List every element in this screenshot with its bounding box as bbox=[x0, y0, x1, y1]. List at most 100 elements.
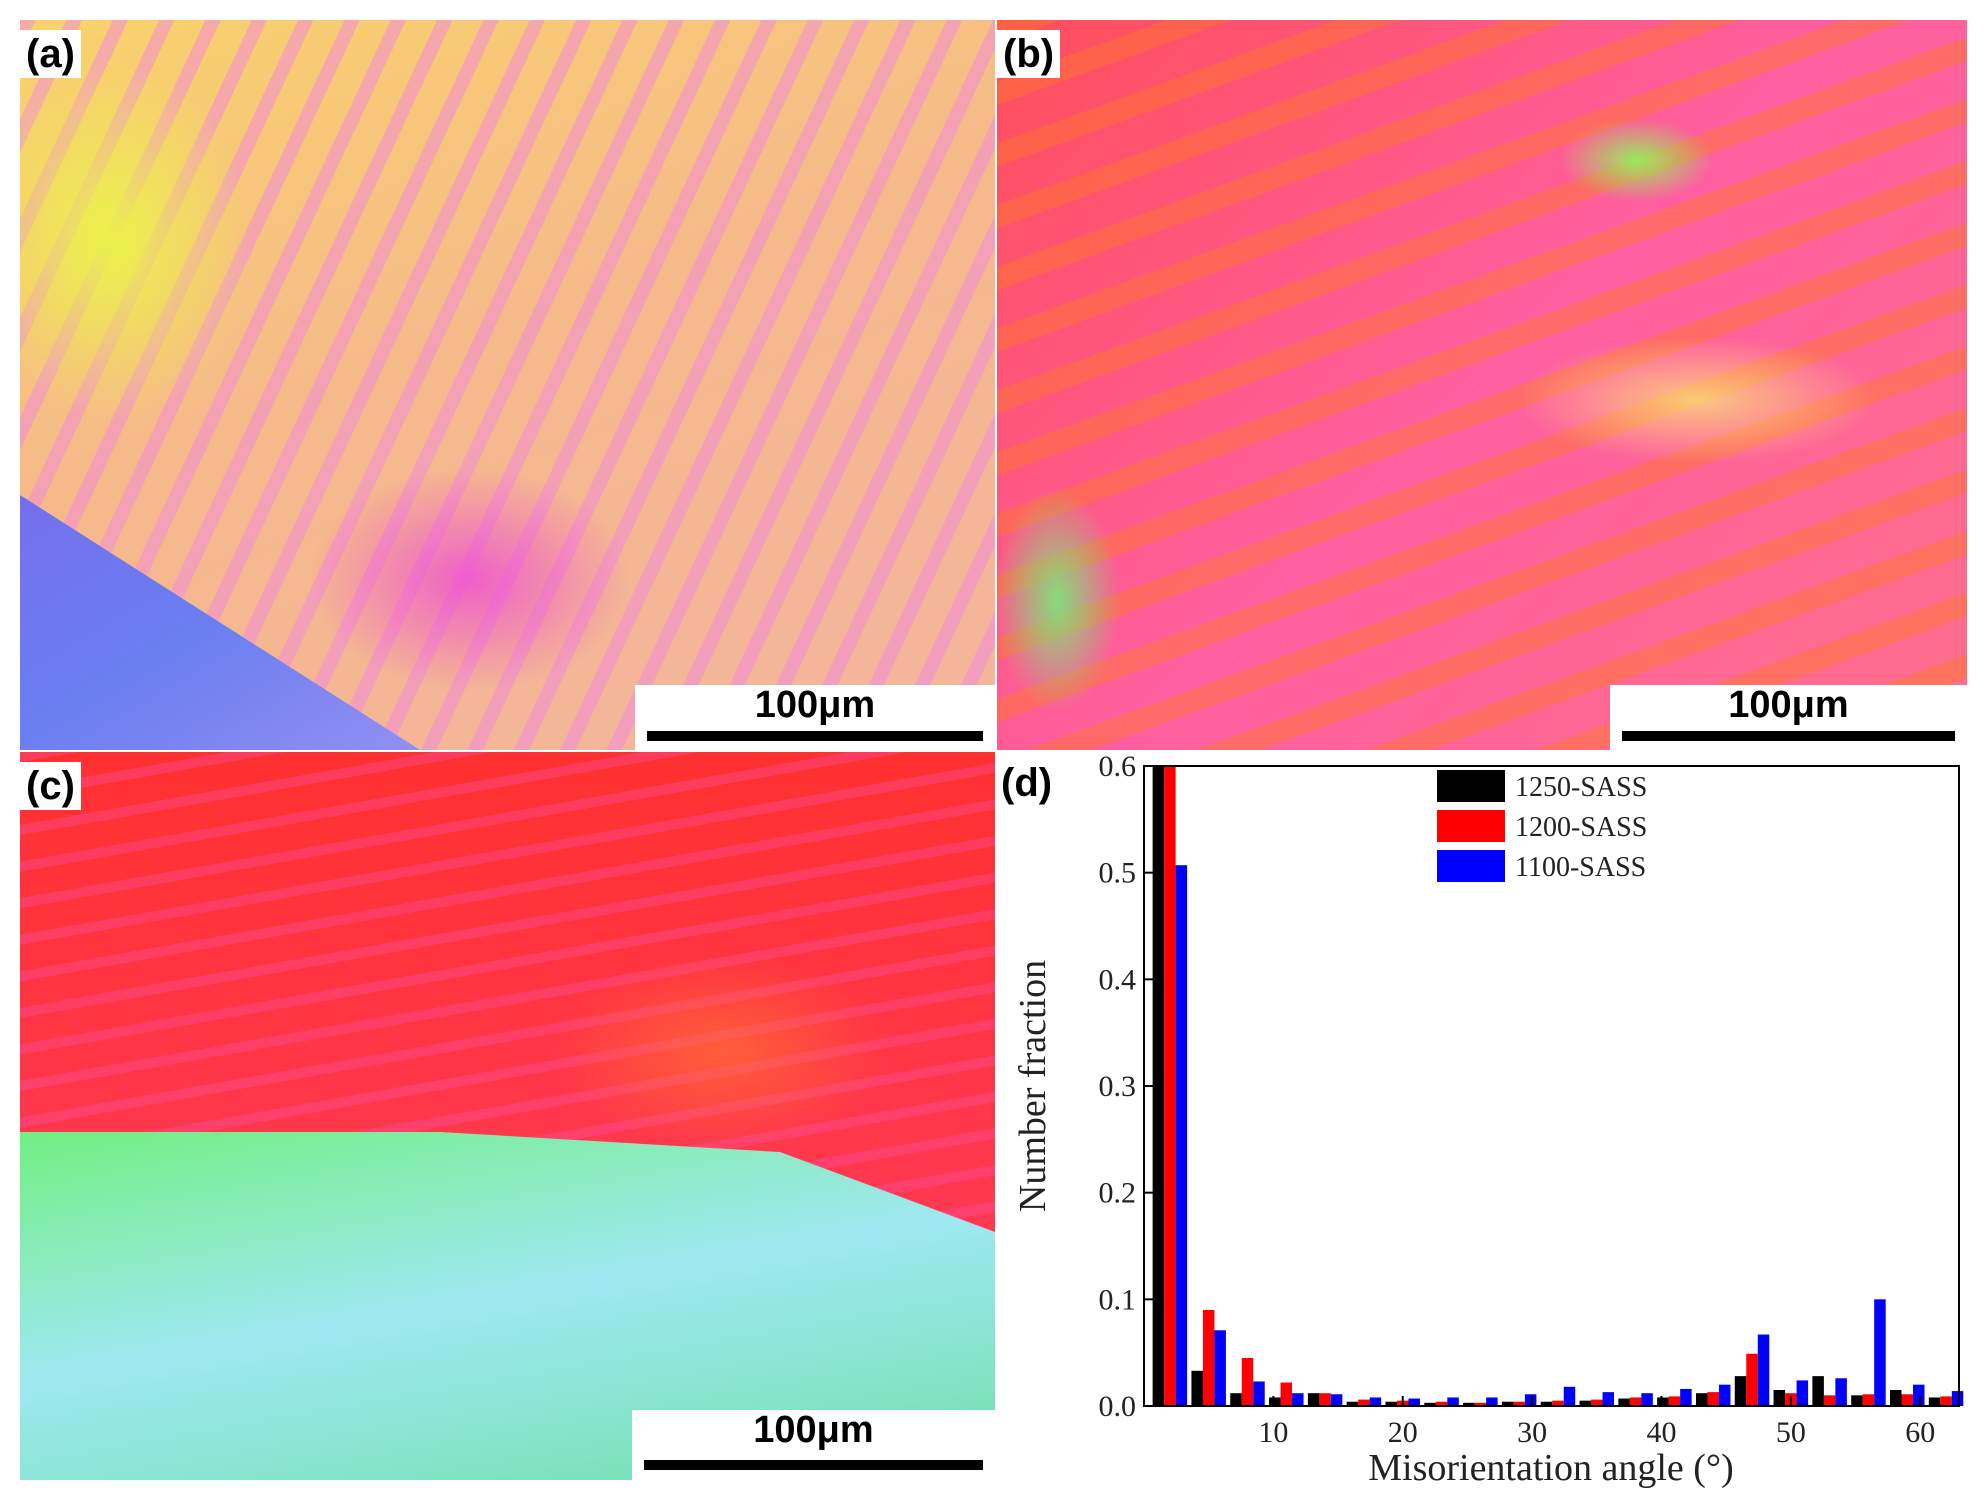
bar-1200-SASS-5 bbox=[1202, 1310, 1215, 1406]
y-tick-label-0.6: 0.6 bbox=[1099, 752, 1137, 783]
bar-1250-SASS-47 bbox=[1734, 1376, 1747, 1406]
scale-bar-c: 100μm bbox=[632, 1410, 995, 1480]
scale-bar-line-a bbox=[647, 731, 983, 741]
bar-1200-SASS-47 bbox=[1746, 1353, 1758, 1406]
bar-1100-SASS-47 bbox=[1757, 1334, 1770, 1406]
y-axis-label: Number fraction bbox=[1012, 960, 1054, 1212]
bar-1250-SASS-14 bbox=[1307, 1393, 1320, 1406]
panel-label-b: (b) bbox=[997, 30, 1061, 78]
bar-1200-SASS-53 bbox=[1823, 1395, 1836, 1406]
x-tick-label-10: 10 bbox=[1258, 1416, 1288, 1449]
bar-1100-SASS-5 bbox=[1214, 1330, 1226, 1406]
bar-1250-SASS-41 bbox=[1657, 1397, 1669, 1406]
legend-swatch-1200-SASS bbox=[1437, 810, 1505, 842]
bar-1100-SASS-17 bbox=[1369, 1397, 1382, 1406]
bar-1200-SASS-41 bbox=[1668, 1396, 1681, 1406]
bar-1100-SASS-44 bbox=[1718, 1384, 1731, 1406]
legend-swatch-1100-SASS bbox=[1437, 850, 1505, 882]
bar-1250-SASS-11 bbox=[1269, 1397, 1281, 1406]
legend-label-1200-SASS: 1200-SASS bbox=[1515, 812, 1647, 843]
x-axis-label: Misorientation angle (°) bbox=[1368, 1447, 1734, 1489]
scale-bar-b: 100μm bbox=[1610, 685, 1967, 750]
ebsd-map-c: (c) 100μm bbox=[20, 752, 995, 1480]
x-tick-label-50: 50 bbox=[1776, 1416, 1806, 1449]
y-tick-label-0.1: 0.1 bbox=[1099, 1283, 1137, 1316]
bar-1200-SASS-2 bbox=[1164, 766, 1176, 1406]
bar-1100-SASS-26 bbox=[1486, 1397, 1498, 1406]
bar-1100-SASS-2 bbox=[1175, 865, 1188, 1406]
bar-1100-SASS-35 bbox=[1602, 1392, 1615, 1406]
bar-1250-SASS-44 bbox=[1695, 1393, 1708, 1406]
y-tick-label-0.5: 0.5 bbox=[1099, 857, 1137, 890]
bar-1100-SASS-53 bbox=[1835, 1378, 1847, 1406]
grain-region-c bbox=[20, 752, 995, 1232]
bar-1200-SASS-26 bbox=[1474, 1402, 1487, 1406]
bar-1200-SASS-56 bbox=[1862, 1394, 1875, 1406]
bar-1200-SASS-23 bbox=[1435, 1401, 1448, 1406]
bar-1100-SASS-56 bbox=[1874, 1299, 1886, 1406]
bar-1200-SASS-35 bbox=[1591, 1399, 1603, 1406]
x-tick-label-60: 60 bbox=[1905, 1416, 1935, 1449]
bars bbox=[1152, 766, 1964, 1406]
bar-1200-SASS-11 bbox=[1280, 1382, 1293, 1406]
bar-1100-SASS-29 bbox=[1524, 1394, 1537, 1406]
bar-1200-SASS-38 bbox=[1629, 1397, 1642, 1406]
scale-bar-label-a: 100μm bbox=[754, 684, 876, 726]
bar-1200-SASS-44 bbox=[1707, 1392, 1719, 1406]
bar-1200-SASS-59 bbox=[1901, 1394, 1913, 1406]
bar-1250-SASS-23 bbox=[1424, 1402, 1436, 1406]
y-tick-label-0.4: 0.4 bbox=[1099, 963, 1137, 996]
bar-1250-SASS-35 bbox=[1579, 1400, 1592, 1406]
bar-1100-SASS-8 bbox=[1253, 1381, 1265, 1406]
bar-1250-SASS-32 bbox=[1540, 1401, 1553, 1406]
y-tick-label-0: 0.0 bbox=[1099, 1390, 1137, 1423]
bar-1250-SASS-62 bbox=[1928, 1397, 1941, 1406]
scale-bar-label-c: 100μm bbox=[753, 1409, 874, 1451]
bar-1250-SASS-50 bbox=[1773, 1390, 1786, 1406]
legend-label-1250-SASS: 1250-SASS bbox=[1515, 772, 1647, 803]
scale-bar-label-b: 100μm bbox=[1728, 684, 1849, 726]
bar-1200-SASS-17 bbox=[1358, 1399, 1370, 1406]
scale-bar-line-b bbox=[1622, 731, 1955, 741]
bar-1200-SASS-32 bbox=[1552, 1400, 1564, 1406]
misorientation-histogram: (d) 10 20 30 40 50 60 0.0 0.1 0.2 0.3 0.4 0.5 0.6 12… bbox=[1001, 752, 1964, 1489]
bar-1200-SASS-14 bbox=[1319, 1393, 1331, 1406]
scale-bar-a: 100μm bbox=[635, 685, 995, 750]
bar-1100-SASS-23 bbox=[1447, 1397, 1459, 1406]
bar-1250-SASS-29 bbox=[1501, 1401, 1514, 1406]
bar-1100-SASS-41 bbox=[1680, 1388, 1692, 1406]
bar-1200-SASS-62 bbox=[1940, 1396, 1952, 1406]
scale-bar-line-c bbox=[644, 1460, 983, 1470]
legend-swatch-1250-SASS bbox=[1437, 770, 1505, 802]
bar-1100-SASS-50 bbox=[1796, 1380, 1809, 1406]
bar-1100-SASS-59 bbox=[1913, 1384, 1925, 1406]
legend: 1250-SASS 1200-SASS 1100-SASS bbox=[1437, 770, 1647, 883]
grain-region-a bbox=[20, 495, 420, 750]
bar-1250-SASS-5 bbox=[1191, 1370, 1203, 1406]
y-tick-label-0.2: 0.2 bbox=[1099, 1177, 1137, 1210]
ebsd-map-b: (b) 100μm bbox=[997, 20, 1967, 750]
bar-1250-SASS-17 bbox=[1346, 1401, 1359, 1406]
bar-1250-SASS-2 bbox=[1152, 766, 1165, 1406]
bar-1250-SASS-59 bbox=[1890, 1390, 1902, 1406]
ebsd-map-a: (a) 100μm bbox=[20, 20, 995, 750]
x-tick-label-40: 40 bbox=[1646, 1416, 1676, 1449]
bar-1250-SASS-8 bbox=[1230, 1393, 1242, 1406]
legend-label-1100-SASS: 1100-SASS bbox=[1515, 852, 1646, 883]
y-tick-label-0.3: 0.3 bbox=[1099, 1070, 1137, 1103]
bar-1100-SASS-14 bbox=[1330, 1394, 1343, 1406]
bar-1200-SASS-8 bbox=[1241, 1358, 1254, 1406]
panel-label-d: (d) bbox=[1001, 761, 1052, 805]
bar-1200-SASS-29 bbox=[1513, 1401, 1525, 1406]
bar-1100-SASS-62 bbox=[1951, 1391, 1964, 1406]
bar-1100-SASS-20 bbox=[1408, 1398, 1420, 1406]
panel-label-c: (c) bbox=[20, 762, 81, 810]
x-tick-label-30: 30 bbox=[1517, 1416, 1547, 1449]
bar-1100-SASS-38 bbox=[1641, 1393, 1653, 1406]
bar-1250-SASS-38 bbox=[1618, 1398, 1630, 1406]
panel-label-a: (a) bbox=[20, 30, 81, 78]
bar-1250-SASS-56 bbox=[1851, 1395, 1863, 1406]
bar-1100-SASS-11 bbox=[1292, 1393, 1304, 1406]
x-tick-label-20: 20 bbox=[1388, 1416, 1418, 1449]
bar-1100-SASS-32 bbox=[1563, 1386, 1576, 1406]
